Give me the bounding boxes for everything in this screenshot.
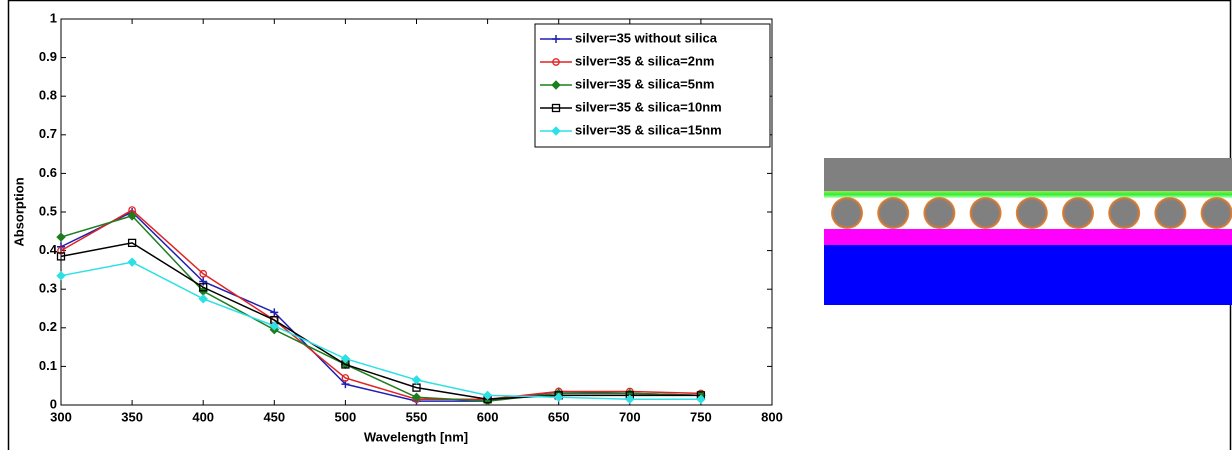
marker [199, 269, 208, 278]
marker [57, 242, 65, 251]
series-line [60, 242, 701, 400]
y-tick-label: 0.1 [39, 358, 57, 373]
nanoparticle [877, 197, 910, 229]
marker [56, 232, 66, 242]
marker [340, 353, 351, 364]
marker [199, 283, 208, 292]
nanoparticle [1200, 197, 1232, 229]
marker [127, 211, 137, 221]
marker [341, 374, 350, 382]
x-tick-label: 800 [761, 409, 783, 424]
x-tick-label: 400 [192, 409, 214, 424]
x-tick-label: 300 [50, 409, 72, 424]
y-tick-label: 1 [50, 10, 57, 25]
nanoparticle [1062, 197, 1094, 229]
legend-label: silver=35 & silica=2nm [575, 53, 714, 68]
y-tick-label: 0 [50, 396, 57, 411]
marker [553, 392, 564, 402]
legend: silver=35 without silica silver=35 & sili… [534, 23, 771, 148]
x-axis-label: Wavelength [nm] [364, 429, 468, 444]
marker [551, 80, 561, 90]
marker [552, 35, 560, 43]
legend-box [534, 23, 771, 148]
nanoparticle [1154, 197, 1187, 229]
x-tick-label: 600 [477, 409, 499, 424]
marker [482, 390, 493, 401]
y-tick-label: 0.8 [39, 88, 57, 103]
marker [696, 394, 706, 404]
marker [270, 308, 279, 317]
y-tick-label: 0.4 [39, 242, 58, 257]
nanoparticle [831, 197, 863, 229]
series-line [60, 215, 701, 402]
marker [552, 58, 560, 66]
series-line [60, 211, 701, 402]
marker [269, 321, 280, 331]
marker [551, 126, 561, 136]
y-axis-label: Absorption [11, 177, 26, 246]
marker [411, 392, 422, 402]
y-tick-label: 0.3 [39, 281, 57, 296]
y-tick-label: 0.2 [39, 319, 57, 334]
marker [57, 246, 65, 255]
nanoparticle [1108, 197, 1141, 229]
marker [56, 252, 66, 261]
marker [625, 394, 635, 404]
x-tick-label: 500 [335, 409, 357, 424]
series-line [60, 209, 701, 400]
y-tick-label: 0.6 [39, 165, 57, 180]
legend-label: silver=35 & silica=15nm [575, 122, 722, 137]
marker [551, 103, 561, 113]
nanoparticle [969, 197, 1002, 229]
marker [127, 238, 137, 248]
nanoparticle [1015, 197, 1048, 229]
x-tick-label: 750 [690, 409, 712, 424]
legend-label: silver=35 & silica=10nm [575, 99, 722, 114]
marker [56, 270, 66, 281]
marker [411, 375, 422, 385]
x-tick-label: 550 [406, 409, 428, 424]
nanoparticle [923, 197, 956, 229]
legend-label: silver=35 without silica [575, 30, 718, 45]
x-tick-label: 700 [619, 409, 641, 424]
marker [127, 257, 137, 267]
x-tick-label: 650 [548, 409, 570, 424]
x-tick-label: 350 [121, 409, 143, 424]
marker [198, 294, 208, 304]
series-line [60, 261, 701, 400]
y-tick-label: 0.9 [39, 49, 57, 64]
x-tick-label: 450 [263, 409, 285, 424]
legend-label: silver=35 & silica=5nm [575, 76, 714, 91]
layer-diagram [824, 158, 1232, 305]
y-tick-label: 0.5 [39, 203, 57, 218]
y-tick-label: 0.7 [39, 126, 57, 141]
